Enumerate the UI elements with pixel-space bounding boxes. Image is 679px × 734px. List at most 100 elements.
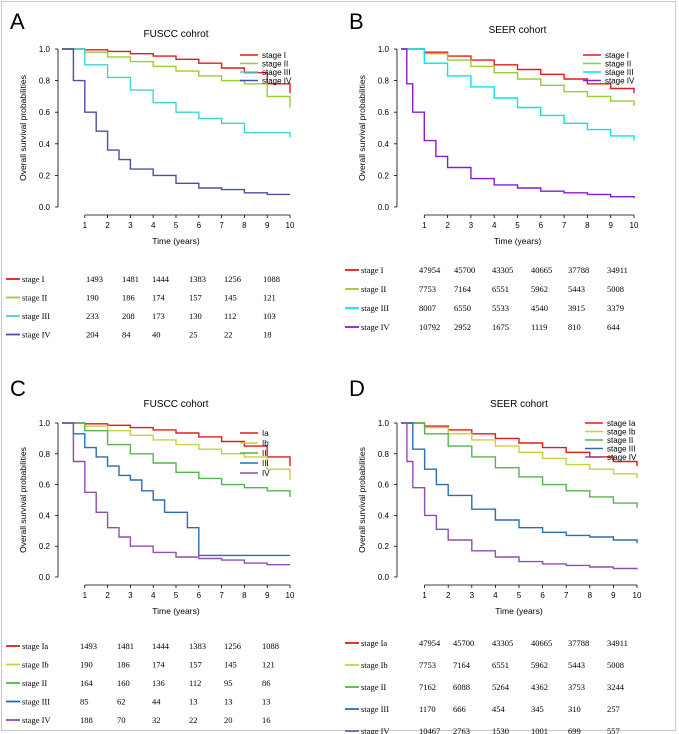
- y-axis-label: Overall survival probabilities: [18, 75, 28, 181]
- x-tick-label: 5: [517, 591, 522, 600]
- risk-table-value: 4540: [531, 303, 548, 313]
- risk-table-value: 121: [262, 660, 275, 670]
- risk-table-value: 188: [80, 715, 93, 725]
- x-tick-label: 8: [242, 221, 247, 230]
- series-line-3: [401, 422, 638, 508]
- chart-title: FUSCC cohort: [143, 399, 208, 410]
- risk-table-value: 1481: [117, 641, 134, 651]
- y-tick-label: 0.4: [378, 140, 390, 149]
- legend-label: Ia: [262, 429, 269, 438]
- risk-table-value: 20: [224, 715, 233, 725]
- legend-label: stage III: [607, 445, 635, 454]
- risk-table-value: 6088: [453, 682, 470, 692]
- risk-table-value: 112: [189, 678, 201, 688]
- legend-label: stage IV: [262, 77, 292, 86]
- risk-table-value: 112: [224, 311, 236, 321]
- risk-table-value: 310: [568, 704, 581, 714]
- risk-table-value: 208: [122, 311, 135, 321]
- series-line-4: [401, 48, 635, 199]
- y-tick-label: 1.0: [39, 419, 51, 428]
- legend-label: stage II: [605, 60, 631, 69]
- risk-row-label: stage III: [22, 697, 50, 707]
- x-tick-label: 4: [151, 591, 156, 600]
- series-line-4: [62, 422, 290, 557]
- risk-table-value: 6550: [454, 303, 471, 313]
- x-tick-label: 4: [151, 221, 156, 230]
- y-tick-label: 0.6: [39, 108, 51, 117]
- series-line-5: [401, 422, 638, 570]
- x-tick-label: 1: [422, 591, 427, 600]
- series-line-2: [62, 48, 291, 108]
- risk-table-value: 1001: [531, 726, 548, 734]
- panel-b: B SEER cohort 0.0 0.2 0.4 0.6 0.8 1.0 Overall su…: [339, 0, 678, 367]
- risk-table-value: 257: [607, 704, 620, 714]
- x-tick-label: 2: [105, 591, 110, 600]
- risk-table-value: 6551: [492, 660, 509, 670]
- risk-table-value: 22: [224, 330, 233, 340]
- risk-table-value: 3379: [607, 303, 624, 313]
- risk-row-label: stage Ib: [22, 660, 49, 670]
- risk-table-value: 164: [80, 678, 94, 688]
- legend-label: stage III: [605, 68, 633, 77]
- x-tick-label: 6: [540, 591, 545, 600]
- risk-table-value: 5008: [607, 660, 624, 670]
- risk-table-value: 84: [122, 330, 131, 340]
- panel-label: A: [10, 9, 25, 34]
- risk-table-value: 160: [117, 678, 130, 688]
- legend-label: stage IV: [607, 453, 637, 462]
- risk-table-value: 34911: [607, 638, 628, 648]
- risk-table-value: 47954: [419, 265, 441, 275]
- risk-table-value: 43305: [492, 638, 513, 648]
- risk-table-value: 5443: [568, 660, 585, 670]
- panel-label: B: [349, 9, 364, 34]
- risk-table-value: 45700: [454, 265, 475, 275]
- panel-d: D SEER cohort 0.0 0.2 0.4 0.6 0.8 1.0 Overall su…: [339, 367, 678, 734]
- y-tick-label: 0.6: [378, 108, 390, 117]
- risk-table-value: 644: [607, 322, 621, 332]
- risk-table-value: 1119: [531, 322, 547, 332]
- risk-table-value: 40665: [531, 265, 552, 275]
- chart-title: SEER cohort: [489, 25, 547, 36]
- legend-label: stage II: [607, 436, 633, 445]
- risk-table-value: 32: [152, 715, 161, 725]
- risk-table-value: 666: [453, 704, 466, 714]
- x-tick-label: 10: [286, 591, 295, 600]
- risk-table-value: 174: [152, 660, 166, 670]
- risk-table-value: 557: [607, 726, 620, 734]
- series-line-2: [401, 48, 635, 106]
- risk-table-value: 186: [117, 660, 130, 670]
- x-tick-label: 5: [515, 221, 520, 230]
- risk-table-value: 37788: [568, 638, 589, 648]
- series-line-3: [401, 48, 635, 141]
- x-tick-label: 6: [197, 591, 202, 600]
- risk-table-value: 157: [189, 660, 202, 670]
- risk-row-label: stage III: [361, 704, 389, 714]
- x-tick-label: 2: [105, 221, 110, 230]
- y-axis-label: Overall survival probabilities: [357, 447, 367, 553]
- legend-label: stage I: [262, 51, 286, 60]
- risk-table-value: 47954: [419, 638, 441, 648]
- y-tick-label: 0.2: [39, 542, 51, 551]
- risk-table-value: 40665: [531, 638, 552, 648]
- risk-table-value: 10792: [419, 322, 440, 332]
- legend-label: IV: [262, 469, 270, 478]
- risk-table-value: 130: [189, 311, 202, 321]
- risk-table-value: 95: [224, 678, 233, 688]
- risk-table-value: 2763: [453, 726, 470, 734]
- risk-table-value: 5264: [492, 682, 510, 692]
- x-tick-label: 2: [446, 591, 451, 600]
- legend-label: stage Ib: [607, 428, 636, 437]
- risk-table-value: 7162: [419, 682, 436, 692]
- risk-table-value: 13: [224, 697, 233, 707]
- y-tick-label: 0.0: [39, 573, 51, 582]
- risk-table-value: 5443: [568, 284, 585, 294]
- risk-row-label: stage III: [361, 303, 389, 313]
- x-tick-label: 1: [422, 221, 427, 230]
- risk-table-value: 6551: [492, 284, 509, 294]
- series-line-5: [62, 422, 290, 566]
- risk-row-label: stage II: [22, 678, 47, 688]
- x-tick-label: 3: [469, 221, 474, 230]
- risk-table-value: 8007: [419, 303, 436, 313]
- risk-table-value: 145: [224, 293, 237, 303]
